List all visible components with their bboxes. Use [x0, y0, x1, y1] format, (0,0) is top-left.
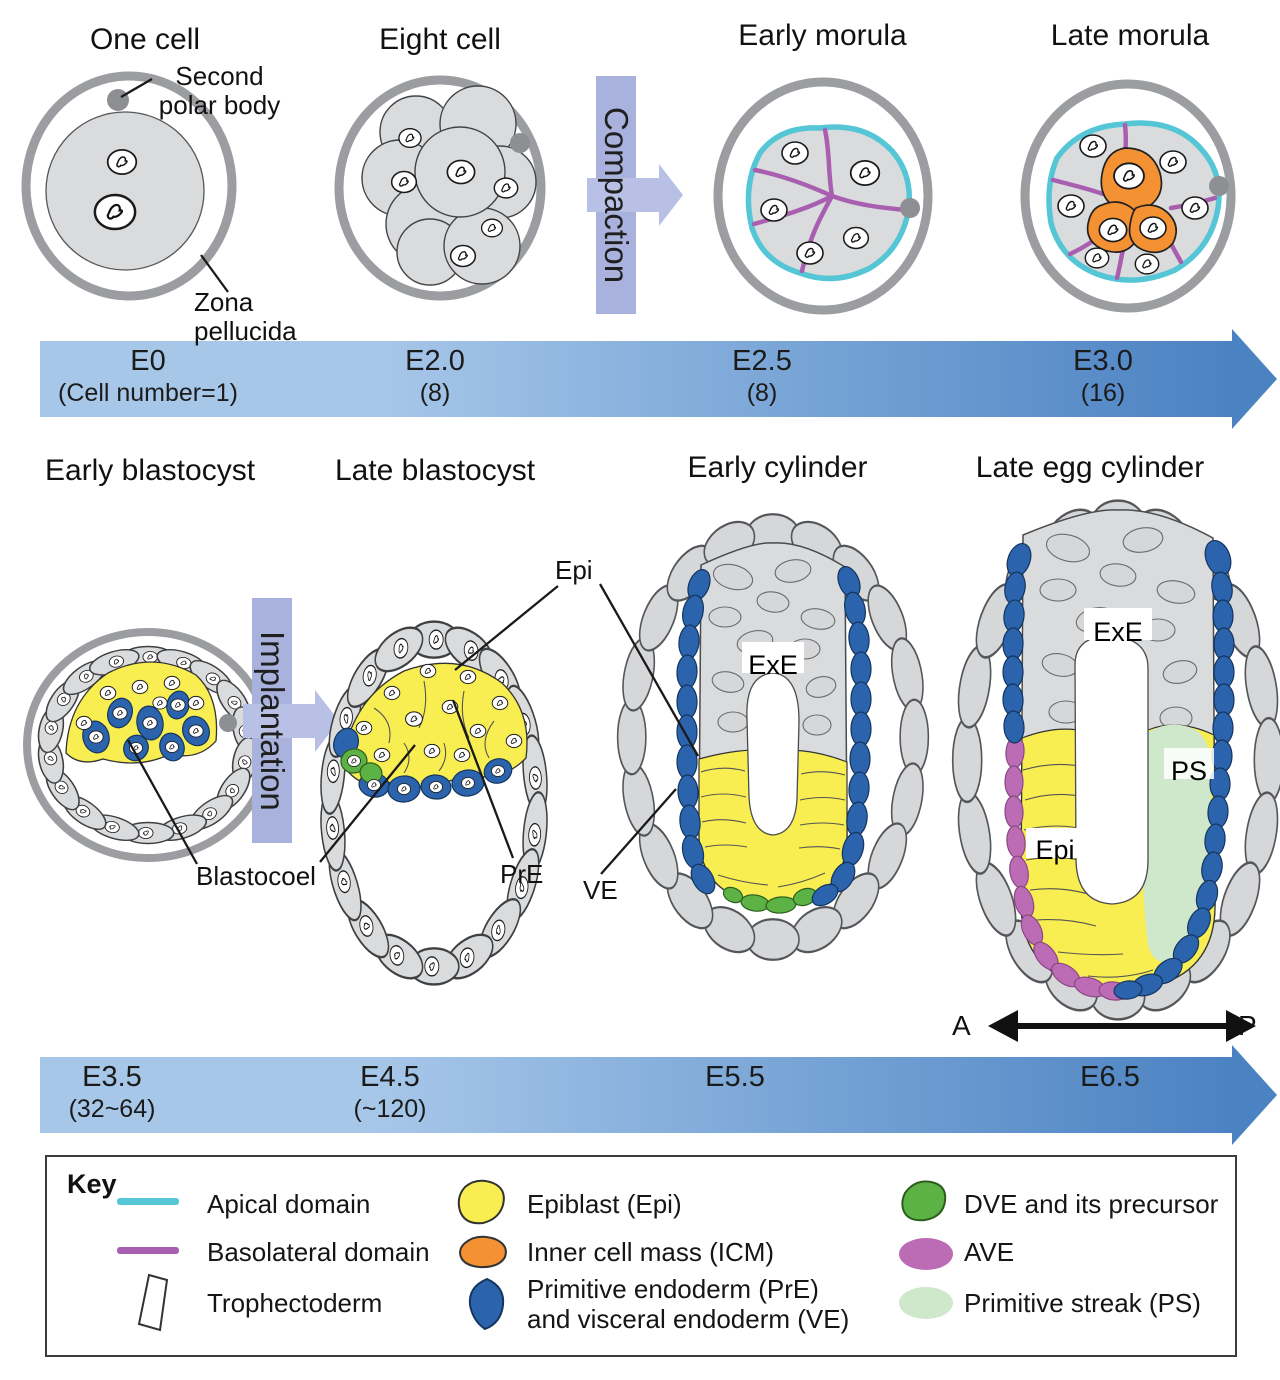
panel-title-one-cell: One cell: [89, 23, 201, 56]
key-label-trophectoderm: Trophectoderm: [207, 1288, 383, 1318]
exe-cell-texture: [708, 559, 837, 736]
timeline-stage-e4-5: E4.5 (~120): [353, 1061, 427, 1123]
timeline-stage-e3-5: E3.5 (32~64): [68, 1061, 156, 1123]
exe-label-box: [742, 642, 804, 673]
ave-cells: [1004, 735, 1130, 1001]
dve-cells: [722, 886, 818, 914]
one-cell-diagram: [21, 71, 237, 301]
panel-title-early-blastocyst: Early blastocyst: [44, 454, 256, 487]
dve-swatch: [901, 1180, 947, 1222]
second-polar-body-dot: [107, 89, 129, 111]
implantation-label: Implantation: [254, 630, 291, 811]
key-box: Key Apical domain Basolateral domain Tro…: [45, 1155, 1237, 1357]
key-label-dve: DVE and its precursor: [964, 1189, 1219, 1219]
timeline-stage-e0: E0 (Cell number=1): [58, 345, 238, 407]
second-polar-body-dot: [219, 714, 237, 732]
panel-title-late-morula: Late morula: [1050, 19, 1210, 52]
epi-label-box: [1026, 828, 1084, 858]
anterior-label: A: [952, 1010, 971, 1041]
ave-swatch: [899, 1238, 953, 1270]
icm-swatch: [458, 1235, 507, 1269]
basolateral-domains: [751, 127, 909, 274]
late-egg-cylinder-diagram: ExE Epi PS: [951, 499, 1280, 1021]
exe-label-box: [1084, 608, 1152, 640]
key-label-pre-ve: Primitive endoderm (PrE) and visceral en…: [527, 1274, 850, 1334]
timeline-stage-e6-5: E6.5: [1080, 1061, 1140, 1093]
second-polar-body-dot: [1209, 176, 1229, 196]
compaction-arrow-head: [659, 164, 683, 226]
ps-label-box: [1164, 748, 1214, 779]
timeline-bar-2: E3.5 (32~64) E4.5 (~120) E5.5 E6.5: [40, 1045, 1277, 1145]
compaction-arrow: Compaction: [587, 76, 683, 314]
zona-pellucida-label: Zona pellucida: [194, 287, 297, 347]
pre-ve-swatch: [468, 1277, 505, 1331]
exe-label: ExE: [748, 650, 798, 680]
timeline-stage-e2-5: E2.5 (8): [732, 345, 792, 407]
key-label-icm: Inner cell mass (ICM): [527, 1237, 775, 1267]
panel-title-early-cylinder: Early cylinder: [687, 451, 868, 484]
timeline-2-arrowhead: [1232, 1045, 1277, 1145]
posterior-label: P: [1238, 1010, 1257, 1041]
timeline-stage-e2-0: E2.0 (8): [405, 345, 465, 407]
second-polar-body-dot: [510, 133, 530, 153]
basolateral-domain-swatch: [117, 1247, 179, 1254]
key-title: Key: [67, 1169, 117, 1199]
key-label-apical: Apical domain: [207, 1189, 371, 1219]
blastomeres: [361, 85, 537, 286]
epiblast-cell-boundaries: [700, 767, 846, 888]
timeline-stage-e3-0: E3.0 (16): [1073, 345, 1133, 407]
early-morula-diagram: [713, 77, 933, 315]
epi-label: Epi: [1035, 835, 1074, 865]
primitive-streak-region: [1142, 724, 1212, 962]
implantation-arrow: Implantation: [243, 598, 339, 843]
implantation-arrow-stem: [243, 703, 315, 738]
trophectoderm-swatch: [137, 1273, 169, 1332]
ve-annotation-label: VE: [583, 875, 618, 905]
panel-title-late-egg-cylinder: Late egg cylinder: [975, 451, 1205, 484]
key-label-epiblast: Epiblast (Epi): [527, 1189, 682, 1219]
compaction-label: Compaction: [598, 106, 635, 284]
epiblast-swatch: [457, 1179, 505, 1225]
eight-cell-diagram: [334, 75, 546, 301]
key-label-basolateral: Basolateral domain: [207, 1237, 430, 1267]
exe-label: ExE: [1093, 617, 1143, 647]
apical-domain-swatch: [117, 1198, 179, 1205]
panel-title-eight-cell: Eight cell: [379, 23, 501, 56]
second-polar-body-dot: [900, 198, 920, 218]
pre-annotation-label: PrE: [500, 859, 544, 889]
timeline-stage-e5-5: E5.5: [705, 1061, 765, 1093]
panel-title-late-blastocyst: Late blastocyst: [334, 454, 536, 487]
late-blastocyst-diagram: [305, 540, 575, 990]
early-blastocyst-diagram: [23, 628, 273, 862]
visceral-endoderm-cells: [1002, 539, 1235, 1000]
key-label-ps: Primitive streak (PS): [964, 1288, 1201, 1318]
panel-title-early-morula: Early morula: [738, 19, 907, 52]
second-polar-body-label: Second polar body: [158, 61, 281, 121]
compaction-arrow-stem: [587, 178, 659, 212]
ps-label: PS: [1171, 756, 1207, 786]
late-morula-diagram: [1020, 79, 1236, 313]
epi-annotation-label: Epi: [555, 555, 593, 585]
timeline-bar-1: E0 (Cell number=1) E2.0 (8) E2.5 (8) E3.…: [40, 329, 1277, 429]
egg-cylinder: ExE: [676, 542, 872, 914]
proamniotic-cavity: [1074, 635, 1149, 905]
ps-swatch: [899, 1287, 953, 1319]
blastocoel-label: Blastocoel: [196, 861, 316, 891]
egg-cylinder: ExE Epi PS: [1002, 509, 1235, 1001]
proamniotic-cavity: [746, 672, 800, 836]
timeline-1-arrowhead: [1232, 329, 1277, 429]
key-label-ave: AVE: [964, 1237, 1015, 1267]
early-cylinder-diagram: ExE: [616, 512, 930, 962]
cytoplasm: [45, 111, 205, 271]
